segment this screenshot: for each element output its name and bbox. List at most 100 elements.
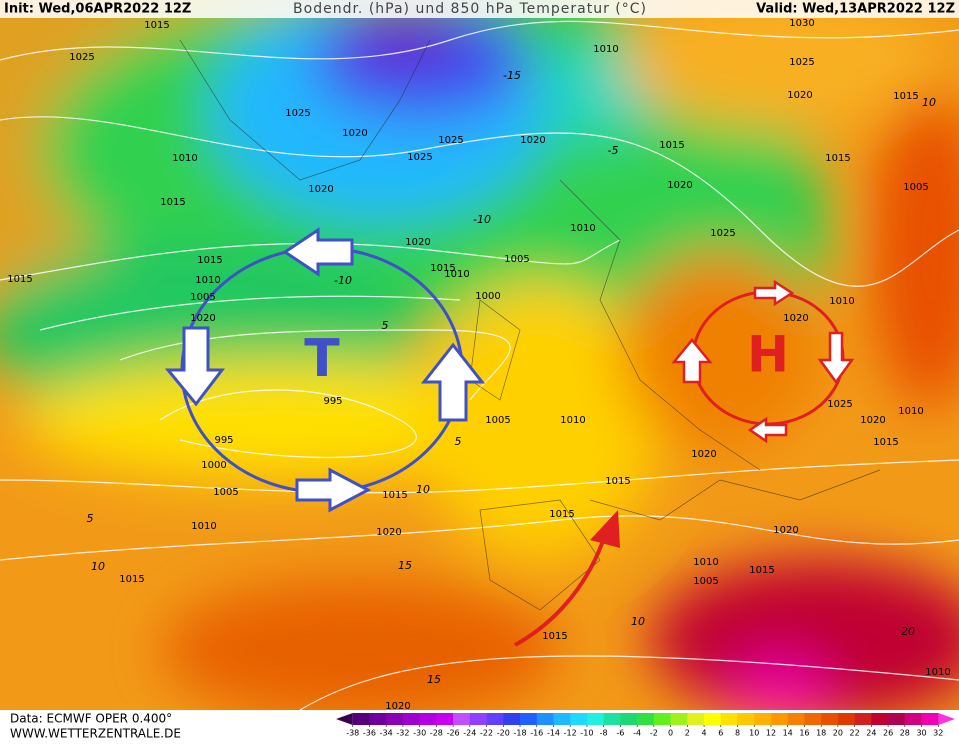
isobar-label: 1015 <box>873 437 898 448</box>
isobar-label: 1015 <box>659 140 684 151</box>
colorbar-swatch <box>737 713 755 725</box>
colorbar-swatch <box>386 713 404 725</box>
colorbar-swatch <box>453 713 471 725</box>
colorbar-tick-label: -34 <box>380 729 393 738</box>
isobar-label: 1000 <box>201 460 226 471</box>
colorbar: -38 -36 -34 -32 -30 -28 -26 -24 -22 -20 -18 -16 -14-… <box>336 713 955 738</box>
colorbar-tick-label: -16 <box>530 729 543 738</box>
colorbar-swatch <box>486 713 504 725</box>
website: WWW.WETTERZENTRALE.DE <box>10 727 181 741</box>
isobar-label: 1020 <box>520 135 545 146</box>
isobar-label: 1025 <box>69 52 94 63</box>
colorbar-swatch <box>787 713 805 725</box>
isobar-label: 1020 <box>385 701 410 712</box>
isobar-label: 1025 <box>407 152 432 163</box>
isobar-label: 1010 <box>925 667 950 678</box>
temperature-label: 15 <box>427 673 441 686</box>
colorbar-swatch <box>770 713 789 725</box>
colorbar-swatch <box>419 713 437 725</box>
temperature-label: 15 <box>398 559 412 572</box>
coastlines <box>179 39 881 611</box>
colorbar-swatch <box>938 713 955 725</box>
colorbar-tick-label: 30 <box>916 729 926 738</box>
isobar-label: 1020 <box>783 313 808 324</box>
colorbar-swatch <box>436 713 454 725</box>
colorbar-swatch <box>804 713 822 725</box>
colorbar-swatch <box>687 713 705 725</box>
isobar-label: 1015 <box>382 490 407 501</box>
isobar-label: 1000 <box>475 291 500 302</box>
colorbar-swatch <box>352 713 370 725</box>
colorbar-swatch <box>720 713 738 725</box>
colorbar-swatch <box>821 713 839 725</box>
data-source: Data: ECMWF OPER 0.400° <box>10 712 172 726</box>
colorbar-tick-label: -18 <box>513 729 526 738</box>
isobar-label: 1020 <box>691 449 716 460</box>
isobar-label: 1015 <box>160 197 185 208</box>
colorbar-swatch <box>336 713 353 725</box>
colorbar-tick-label: -4 <box>633 729 641 738</box>
isobar-label: 1015 <box>430 263 455 274</box>
header-bar <box>0 0 959 18</box>
isobar-label: 1020 <box>787 90 812 101</box>
isobar-label: 1015 <box>549 509 574 520</box>
colorbar-swatch <box>704 713 722 725</box>
isobar-label: 1015 <box>893 91 918 102</box>
isobar-label: 1015 <box>749 565 774 576</box>
isobar-label: 1025 <box>285 108 310 119</box>
colorbar-tick-label: 2 <box>685 729 690 738</box>
colorbar-swatch <box>586 713 604 725</box>
colorbar-tick-label: -12 <box>564 729 577 738</box>
colorbar-tick-label: -2 <box>650 729 658 738</box>
isobar-label: 1005 <box>485 415 510 426</box>
colorbar-swatch <box>603 713 621 725</box>
colorbar-swatch <box>570 713 588 725</box>
isobar-label: 1010 <box>693 557 718 568</box>
isobar-label: 1020 <box>308 184 333 195</box>
isobar-label: 1015 <box>605 476 630 487</box>
colorbar-swatch <box>854 713 872 725</box>
isobar-label: 1015 <box>144 20 169 31</box>
isobar-label: 1010 <box>593 44 618 55</box>
colorbar-tick-label: -14 <box>547 729 560 738</box>
colorbar-swatch <box>536 713 554 725</box>
isobar-label: 1025 <box>827 399 852 410</box>
colorbar-swatch <box>637 713 655 725</box>
isobar-label: 1020 <box>405 237 430 248</box>
isobar-label: 1010 <box>444 269 469 280</box>
colorbar-tick-label: 28 <box>900 729 910 738</box>
high-symbol: H <box>747 326 789 384</box>
isobar-label: 1020 <box>773 525 798 536</box>
isobar-label: 1020 <box>376 527 401 538</box>
colorbar-tick-label: 0 <box>668 729 673 738</box>
colorbar-tick-label: -38 <box>346 729 359 738</box>
colorbar-swatch <box>904 713 922 725</box>
valid-time: Valid: Wed,13APR2022 12Z <box>756 2 955 17</box>
isobar-label: 1005 <box>504 254 529 265</box>
isobar-label: 1010 <box>829 296 854 307</box>
colorbar-tick-label: 10 <box>749 729 759 738</box>
colorbar-swatch <box>653 713 671 725</box>
temperature-label: 10 <box>416 483 430 496</box>
temperature-label: -10 <box>473 213 491 226</box>
init-time: Init: Wed,06APR2022 12Z <box>4 2 191 17</box>
colorbar-tick-label: -36 <box>363 729 376 738</box>
isobar-label: 1030 <box>789 18 814 29</box>
isobar-label: 1025 <box>710 228 735 239</box>
isobar-label: 1015 <box>542 631 567 642</box>
colorbar-swatch <box>620 713 638 725</box>
isobar-label: 1010 <box>191 521 216 532</box>
temperature-label: 20 <box>901 625 915 638</box>
isobars <box>0 20 959 710</box>
isobar-label: 1005 <box>213 487 238 498</box>
colorbar-tick-label: 26 <box>883 729 893 738</box>
isobar-label: 1010 <box>195 275 220 286</box>
colorbar-tick-label: 16 <box>799 729 809 738</box>
colorbar-tick-label: -32 <box>396 729 409 738</box>
colorbar-tick-label: 20 <box>833 729 843 738</box>
colorbar-swatch <box>503 713 521 725</box>
colorbar-tick-label: 6 <box>718 729 723 738</box>
isobar-label: 1010 <box>898 406 923 417</box>
colorbar-tick-label: 4 <box>702 729 707 738</box>
temperature-label: 5 <box>382 319 389 332</box>
